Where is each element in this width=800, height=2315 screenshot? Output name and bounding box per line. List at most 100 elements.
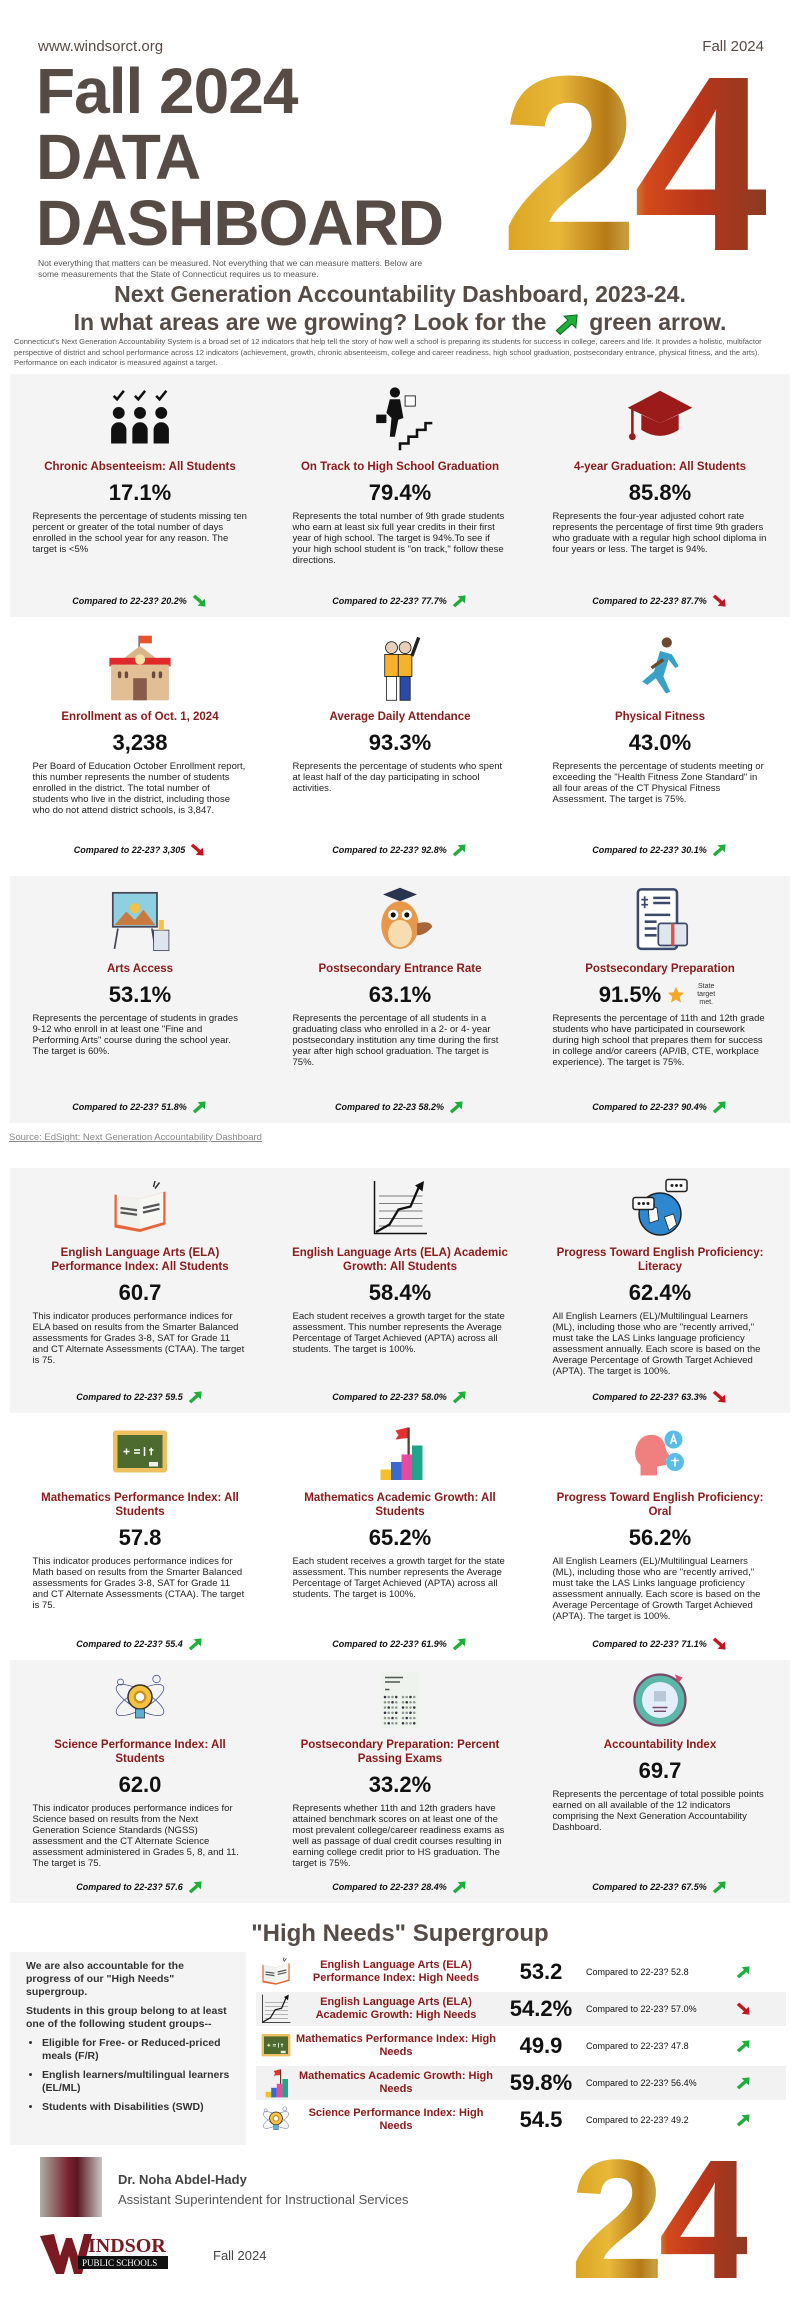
runner-icon [642, 637, 679, 694]
down-arrow-icon [192, 594, 206, 607]
indicator-card: Chronic Absenteeism: All Students 17.1% … [10, 374, 270, 617]
indicator-value-wrap: 91.5% State target met. [550, 982, 770, 1008]
card-icon [30, 632, 250, 702]
row-title: Mathematics Academic Growth: High Needs [299, 2070, 493, 2095]
up-arrow-icon [712, 1881, 726, 1894]
high-needs-row: Mathematics Performance Index: High Need… [256, 2029, 786, 2063]
indicator-card: Arts Access 53.1% Represents the percent… [10, 876, 270, 1123]
indicator-title: Average Daily Attendance [329, 711, 471, 723]
indicator-description: Represents the percentage of all student… [292, 1013, 499, 1068]
source-link[interactable]: Source: EdSight: Next Generation Account… [9, 1132, 262, 1143]
heading-line-2: In what areas are we growing? Look for t… [0, 308, 800, 337]
up-arrow-icon [736, 2077, 750, 2090]
intro-paragraph: Connecticut's Next Generation Accountabi… [14, 337, 762, 367]
indicator-value: 3,238 [112, 730, 168, 755]
comparison-text: Compared to 22-23? 30.1% [592, 845, 707, 855]
comparison: Compared to 22-23? 51.8% [10, 1099, 270, 1115]
up-arrow-icon [736, 2114, 750, 2127]
indicator-description: All English Learners (EL)/Multilingual L… [552, 1311, 761, 1377]
tagline: Not everything that matters can be measu… [38, 258, 423, 279]
indicator-section: Arts Access 53.1% Represents the percent… [10, 876, 790, 1123]
state-target-note: State target met. [697, 983, 716, 1006]
comparison-text: Compared to 22-23? 57.6 [76, 1882, 183, 1892]
indicator-value-wrap: 17.1% [30, 480, 250, 506]
indicator-description: Represents the percentage of students wh… [292, 761, 503, 794]
green-arrow-icon [555, 314, 578, 336]
up-arrow-icon [188, 1391, 202, 1404]
fall-label: Fall 2024 [702, 38, 764, 55]
speaking-language-icon [635, 1430, 684, 1476]
indicator-description: Represents the percentage of students in… [32, 1013, 238, 1057]
person-photo [40, 2157, 102, 2217]
card-icon [550, 1668, 770, 1730]
indicator-value: 63.1% [368, 982, 432, 1007]
indicator-value-wrap: 53.1% [30, 982, 250, 1008]
svg-text:INDSOR: INDSOR [88, 2235, 166, 2257]
indicator-value: 62.4% [628, 1280, 692, 1305]
comparison: Compared to 22-23? 71.1% [530, 1636, 790, 1652]
indicator-value: 58.4% [368, 1280, 432, 1305]
indicator-value-wrap: 57.8 [30, 1525, 250, 1551]
card-icon [30, 1176, 250, 1238]
row-title: Mathematics Performance Index: High Need… [296, 2033, 496, 2058]
comparison: Compared to 22-23? 87.7% [530, 593, 790, 609]
indicator-description: This indicator produces performance indi… [32, 1311, 245, 1366]
indicator-value-wrap: 85.8% [550, 480, 770, 506]
graduation-cap-icon [627, 390, 693, 441]
comparison-text: Compared to 22-23? 58.0% [332, 1392, 447, 1402]
fall-label: Fall 2024 [213, 2248, 267, 2263]
comparison: Compared to 22-23? 67.5% [530, 1879, 790, 1895]
down-arrow-icon [712, 594, 726, 607]
card-icon [290, 1668, 510, 1730]
card-icon [550, 1176, 770, 1238]
row-value: 49.9 [519, 2033, 563, 2058]
down-arrow-icon [191, 843, 204, 856]
card-icon [30, 884, 250, 954]
card-icon [30, 382, 250, 452]
comparison-text: Compared to 22-23? 71.1% [592, 1639, 707, 1649]
card-icon [550, 632, 770, 702]
indicator-description: Represents the four-year adjusted cohort… [552, 511, 767, 555]
english-book-icon [114, 1180, 166, 1232]
indicator-card: Progress Toward English Proficiency: Lit… [530, 1168, 790, 1413]
star-icon [668, 986, 685, 1003]
website-url[interactable]: www.windsorct.org [38, 38, 164, 55]
big-24-graphic: 24 [500, 24, 772, 303]
person-name: Dr. Noha Abdel-Hady [118, 2172, 247, 2187]
row-icon [256, 1956, 296, 1988]
comparison: Compared to 22-23 58.2% [270, 1099, 530, 1115]
indicator-value-wrap: 62.4% [550, 1280, 770, 1306]
row-value: 54.2% [509, 1996, 573, 2021]
up-arrow-icon [452, 1881, 466, 1894]
indicator-card: Physical Fitness 43.0% Represents the pe… [530, 624, 790, 866]
row-icon [256, 2067, 296, 2099]
indicator-value-wrap: 69.7 [550, 1758, 770, 1784]
indicator-description: Represents the percentage of total possi… [552, 1789, 764, 1833]
indicator-section: Science Performance Index: All Students … [10, 1660, 790, 1903]
row-value: 59.8% [509, 2070, 573, 2095]
indicator-title: Chronic Absenteeism: All Students [44, 461, 236, 473]
page-title: Fall 2024 DATA DASHBOARD [36, 58, 444, 256]
heading-text: In what areas are we growing? Look for t… [73, 309, 547, 335]
indicator-value-wrap: 79.4% [290, 480, 510, 506]
heading-line-1: Next Generation Accountability Dashboard… [114, 281, 686, 307]
card-icon [30, 1421, 250, 1483]
indicator-card: Postsecondary Preparation 91.5% State tar… [530, 876, 790, 1123]
big-24-graphic: 24 [570, 2125, 753, 2315]
indicator-card: Enrollment as of Oct. 1, 2024 3,238 Per … [10, 624, 270, 866]
comparison-text: Compared to 22-23? 55.4 [76, 1639, 183, 1649]
indicator-title: Progress Toward English Proficiency: Lit… [556, 1247, 764, 1273]
up-arrow-icon [452, 1391, 466, 1404]
growth-chart-icon [262, 1994, 291, 2023]
comparison-text: Compared to 22-23? 92.8% [332, 845, 447, 855]
card-icon [290, 382, 510, 452]
list-item: English learners/multilingual learners (… [42, 2069, 230, 2095]
comparison: Compared to 22-23? 28.4% [270, 1879, 530, 1895]
comparison: Compared to 22-23? 57.6 [10, 1879, 270, 1895]
comparison-text: Compared to 22-23? 67.5% [592, 1882, 707, 1892]
card-icon [290, 632, 510, 702]
indicator-value: 56.2% [628, 1525, 692, 1550]
indicator-title: Postsecondary Preparation [585, 963, 735, 975]
science-bulb-icon [263, 2106, 289, 2130]
indicator-description: Each student receives a growth target fo… [292, 1311, 505, 1355]
